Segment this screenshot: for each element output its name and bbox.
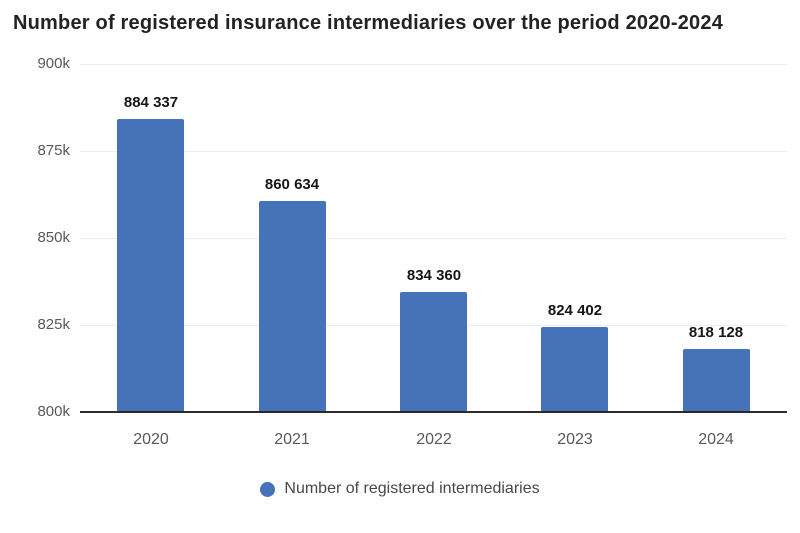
bar-value-label: 824 402 [547,302,603,319]
legend-label: Number of registered intermediaries [284,480,540,497]
bar-2023 [541,327,608,411]
x-axis-tick-label: 2021 [274,431,310,448]
gridline [80,151,787,152]
legend: Number of registered intermediaries [0,480,800,498]
x-axis-tick-label: 2023 [557,431,593,448]
y-axis-tick-label: 850k [37,229,70,246]
bar-value-label: 860 634 [264,176,320,193]
gridline [80,64,787,65]
y-axis-tick-label: 900k [37,55,70,72]
x-axis-tick-label: 2020 [133,431,169,448]
x-axis-tick-label: 2024 [698,431,734,448]
bar-2022 [400,292,467,411]
bar-value-label: 818 128 [688,324,744,341]
y-axis-tick-label: 875k [37,142,70,159]
bar-2020 [117,119,184,411]
legend-marker-icon [260,481,276,497]
bar-value-label: 834 360 [406,267,462,284]
chart-title: Number of registered insurance intermedi… [13,12,724,34]
bar-value-label: 884 337 [123,94,179,111]
y-axis-tick-label: 800k [37,403,70,420]
y-axis-tick-label: 825k [37,316,70,333]
bar-2021 [259,201,326,411]
bar-2024 [683,349,750,411]
x-axis-baseline [80,411,787,413]
gridline [80,238,787,239]
x-axis-tick-label: 2022 [416,431,452,448]
